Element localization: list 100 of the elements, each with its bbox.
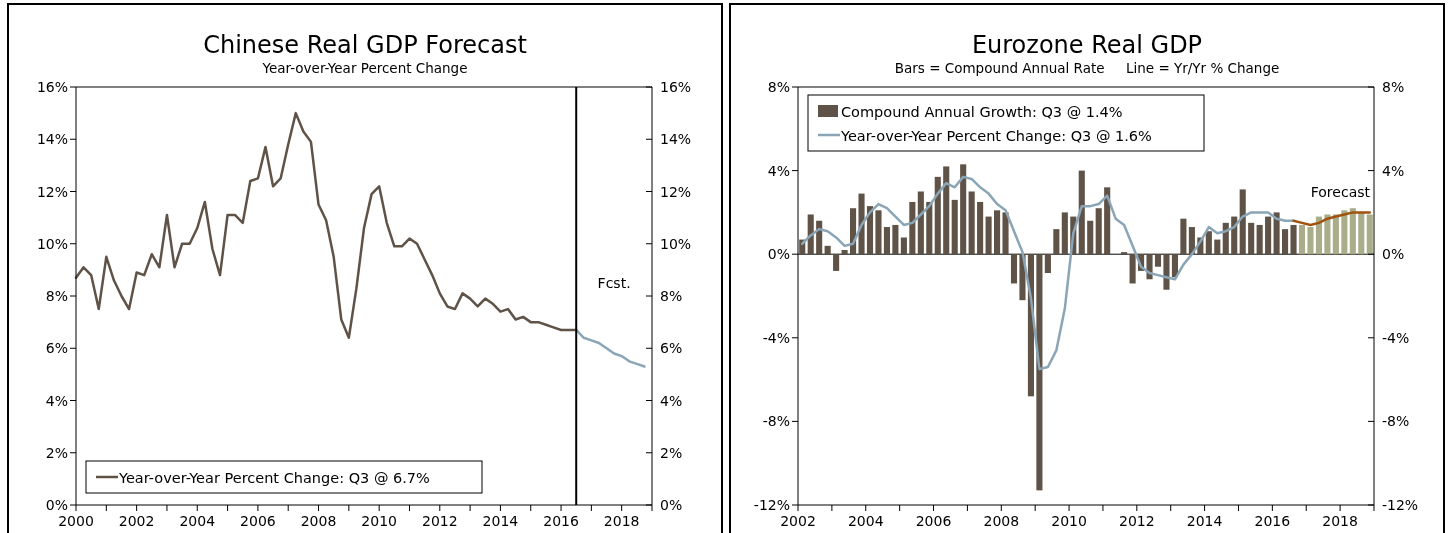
bar <box>960 164 967 255</box>
line-series <box>800 175 1295 371</box>
bar <box>1265 216 1272 255</box>
y2-tick-label: -8% <box>1382 413 1410 430</box>
y-tick-label: -4% <box>762 329 790 346</box>
y-tick-label: 14% <box>36 131 68 148</box>
ref-line-label: Fcst. <box>597 275 631 291</box>
x-tick-label: 2012 <box>1119 513 1155 529</box>
bar <box>833 254 840 271</box>
bar <box>985 216 992 255</box>
x-tick-label: 2000 <box>58 513 94 529</box>
bar <box>824 245 831 255</box>
bar <box>909 201 916 255</box>
line-series <box>1292 211 1372 227</box>
x-tick-label: 2008 <box>300 513 337 529</box>
bar <box>977 201 984 255</box>
annotation: Forecast <box>1310 184 1371 200</box>
y2-tick-label: -4% <box>1382 329 1410 346</box>
bar <box>1315 216 1322 255</box>
bar <box>917 191 924 255</box>
y2-tick-label: 12% <box>660 183 692 200</box>
bar <box>951 199 958 255</box>
bar <box>1282 229 1289 255</box>
y2-tick-label: 4% <box>1382 162 1405 179</box>
legend-label: Compound Annual Growth: Q3 @ 1.4% <box>841 103 1123 120</box>
bar <box>1205 231 1212 255</box>
x-tick-label: 2002 <box>780 513 816 529</box>
bar <box>1273 212 1280 255</box>
y2-tick-label: 8% <box>660 288 683 304</box>
legend-label: Year-over-Year Percent Change: Q3 @ 6.7% <box>118 469 430 486</box>
bar <box>1087 220 1094 255</box>
line-series <box>574 328 646 368</box>
bar <box>883 227 890 255</box>
y-tick-label: -12% <box>753 497 790 513</box>
bar <box>1053 229 1060 255</box>
bar <box>1341 210 1348 255</box>
y2-tick-label: 4% <box>660 392 683 409</box>
bar <box>875 210 882 255</box>
y-tick-label: 8% <box>45 288 68 304</box>
bar <box>926 201 933 255</box>
bar <box>858 193 865 255</box>
bar <box>1214 239 1221 255</box>
bar <box>1188 227 1195 255</box>
bar <box>1366 214 1373 255</box>
bar <box>1036 254 1043 491</box>
y-tick-label: 8% <box>767 79 790 95</box>
chart-title: Eurozone Real GDP <box>971 31 1203 59</box>
bar <box>866 206 874 255</box>
bar <box>1095 208 1102 255</box>
bar <box>1256 224 1263 255</box>
bar <box>1180 218 1187 255</box>
x-tick-label: 2016 <box>543 513 579 529</box>
y-tick-label: 12% <box>36 183 68 200</box>
bar <box>1332 214 1339 255</box>
chart-title: Chinese Real GDP Forecast <box>203 31 527 59</box>
y-tick-label: 0% <box>767 246 790 263</box>
bar <box>1163 254 1170 290</box>
bar <box>1171 254 1178 278</box>
x-tick-label: 2002 <box>118 513 155 529</box>
y2-tick-label: 6% <box>660 340 683 357</box>
chart-subtitle: Year-over-Year Percent Change <box>261 60 468 76</box>
x-tick-label: 2010 <box>361 513 397 529</box>
y2-tick-label: 8% <box>1382 79 1405 95</box>
bar <box>1078 170 1085 255</box>
bar <box>934 176 941 255</box>
x-tick-label: 2014 <box>1186 513 1223 529</box>
x-tick-label: 2008 <box>983 513 1020 529</box>
x-tick-label: 2012 <box>421 513 458 529</box>
x-tick-label: 2018 <box>603 513 640 529</box>
bar <box>994 210 1001 255</box>
y-tick-label: 4% <box>45 392 68 409</box>
bar <box>943 166 950 255</box>
y-tick-label: -8% <box>762 413 790 430</box>
y2-tick-label: 10% <box>660 235 692 252</box>
x-tick-label: 2004 <box>847 513 884 529</box>
y2-tick-label: 14% <box>660 131 692 148</box>
bar <box>1121 252 1128 255</box>
y2-tick-label: 0% <box>1382 246 1405 263</box>
y2-tick-label: 16% <box>660 79 692 95</box>
bar <box>1307 227 1314 255</box>
x-tick-label: 2016 <box>1254 513 1291 529</box>
y-tick-label: 4% <box>767 162 790 179</box>
bar <box>1002 212 1009 255</box>
x-tick-label: 2004 <box>179 513 216 529</box>
bar <box>1154 254 1162 267</box>
bar <box>900 237 907 255</box>
bar <box>1290 224 1297 255</box>
y2-tick-label: 0% <box>660 497 683 513</box>
x-tick-label: 2006 <box>915 513 952 529</box>
chart-subtitle: Bars = Compound Annual Rate Line = Yr/Yr % Change <box>894 60 1280 76</box>
y2-tick-label: 2% <box>660 444 683 461</box>
bar <box>1129 254 1136 284</box>
bar <box>1349 208 1356 255</box>
y-tick-label: 10% <box>36 235 68 252</box>
bar <box>1324 214 1331 255</box>
bar <box>1061 212 1068 255</box>
bar <box>807 214 814 255</box>
y-tick-label: 2% <box>45 444 68 461</box>
bar <box>1010 254 1018 284</box>
bar <box>1044 254 1051 274</box>
